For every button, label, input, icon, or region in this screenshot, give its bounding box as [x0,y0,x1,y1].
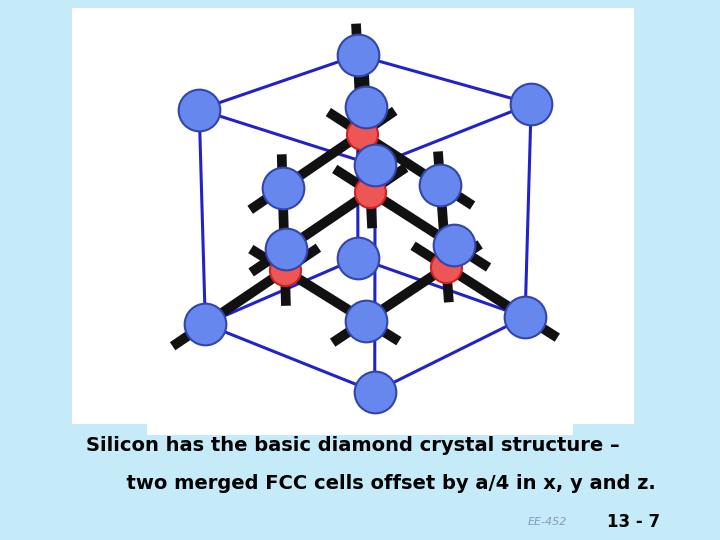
Text: Silicon has the basic diamond crystal structure –: Silicon has the basic diamond crystal st… [86,436,620,455]
Text: EE-452: EE-452 [528,517,567,527]
Text: 13 - 7: 13 - 7 [607,513,660,531]
Bar [72,8,634,424]
Text: two merged FCC cells offset by a/4 in x, y and z.: two merged FCC cells offset by a/4 in x,… [86,474,656,493]
